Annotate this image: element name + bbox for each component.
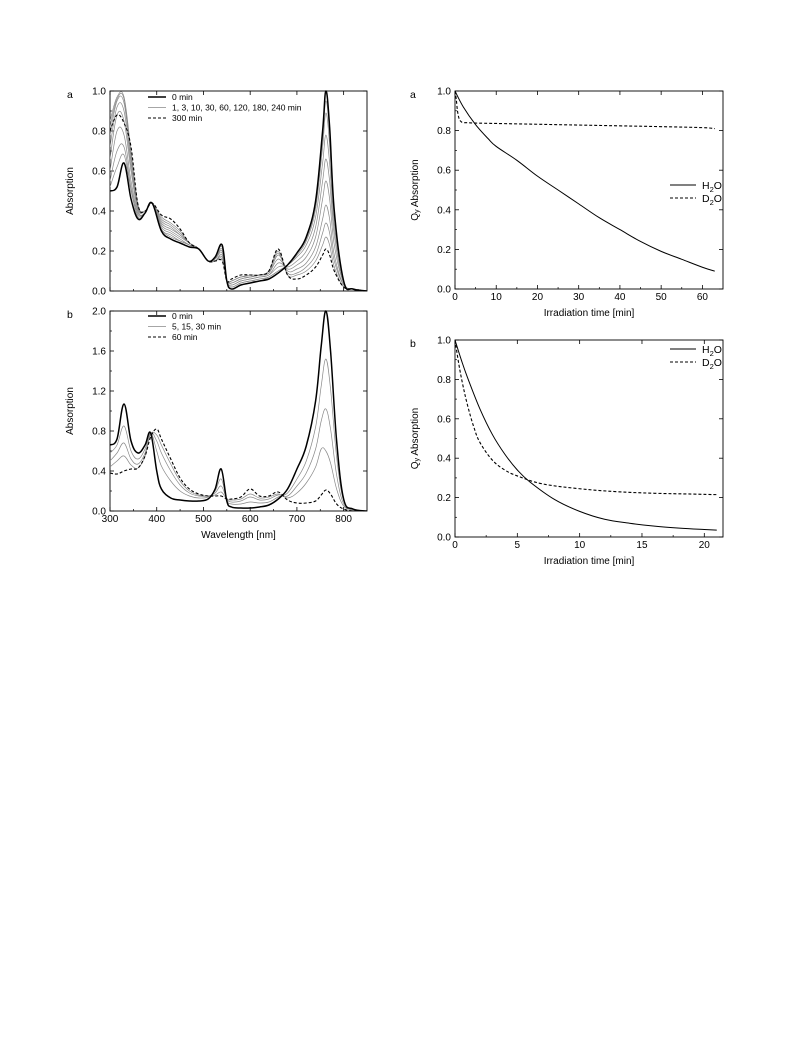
series-group (455, 90, 715, 272)
x-tick-label: 50 (656, 292, 668, 303)
x-tick-label: 0 (452, 540, 458, 551)
series-group (455, 339, 717, 531)
y-tick-label: 0.0 (437, 285, 451, 296)
y-tick-label: 1.0 (437, 87, 451, 98)
y-tick-label: 2.0 (92, 307, 106, 318)
series-line (110, 110, 367, 291)
legend-label: 5, 15, 30 min (172, 322, 221, 332)
y-axis-label: Absorption (65, 387, 76, 435)
y-tick-label: 0.8 (437, 375, 451, 386)
x-tick-label: 60 (697, 292, 709, 303)
panel-label: b (67, 309, 73, 321)
y-tick-label: 0.0 (437, 533, 451, 544)
y-tick-label: 0.6 (437, 414, 451, 425)
panel-label: b (410, 338, 416, 350)
x-tick-label: 600 (242, 514, 259, 525)
y-tick-label: 0.8 (92, 427, 106, 438)
y-tick-label: 0.8 (92, 127, 106, 138)
spectra-panel-b: b 300 400 500 600 700 800 0.0 0.4 0.8 1.2 1.6 2.0 Abs… (65, 307, 368, 541)
x-tick-label: 20 (699, 540, 711, 551)
x-tick-label: 20 (532, 292, 544, 303)
x-tick-label: 40 (614, 292, 626, 303)
x-axis-label: Irradiation time [min] (544, 308, 635, 319)
y-tick-label: 0.2 (437, 493, 451, 504)
y-axis-label: Absorption (65, 167, 76, 215)
panel-label: a (67, 89, 73, 101)
y-tick-label: 1.0 (437, 336, 451, 347)
y-tick-label: 0.6 (92, 167, 106, 178)
kinetics-panel-a: a 0 10 20 30 40 50 60 0.0 0.2 0.4 0.6 0.8 1.0 Qy Absor… (410, 87, 724, 319)
series-line (110, 126, 367, 291)
y-tick-label: 1.6 (92, 347, 106, 358)
series-line (110, 112, 367, 291)
series-group (110, 310, 367, 511)
x-axis-label: Irradiation time [min] (544, 556, 635, 567)
x-tick-label: 15 (636, 540, 648, 551)
y-tick-label: 0.4 (92, 207, 106, 218)
y-tick-label: 0.0 (92, 287, 106, 298)
series-line (455, 339, 717, 531)
kinetics-panel-b: b 0 5 10 15 20 0.0 0.2 0.4 0.6 0.8 1.0 Qy Absorption… (410, 336, 724, 567)
legend-label: 60 min (172, 332, 198, 342)
plot-frame (109, 310, 368, 512)
y-tick-label: 0.8 (437, 126, 451, 137)
x-tick-label: 800 (335, 514, 352, 525)
y-tick-label: 1.0 (92, 87, 106, 98)
x-tick-label: 300 (102, 514, 119, 525)
series-line (110, 358, 367, 511)
series-line (110, 408, 367, 511)
y-tick-label: 0.2 (437, 245, 451, 256)
y-tick-label: 1.2 (92, 387, 106, 398)
series-line (110, 114, 367, 291)
x-tick-label: 700 (289, 514, 306, 525)
y-tick-label: 0.0 (92, 507, 106, 518)
legend-label: 300 min (172, 113, 203, 123)
series-line (455, 90, 715, 272)
y-axis-label: Qy Absorption (410, 159, 421, 220)
x-tick-label: 5 (515, 540, 521, 551)
x-tick-label: 500 (195, 514, 212, 525)
y-tick-label: 0.4 (437, 454, 451, 465)
series-line (110, 310, 367, 511)
legend-label: 0 min (172, 311, 193, 321)
series-line (455, 90, 715, 130)
x-tick-label: 30 (573, 292, 585, 303)
x-axis-label: Wavelength [nm] (201, 530, 276, 541)
y-tick-label: 0.6 (437, 166, 451, 177)
series-line (110, 95, 367, 291)
x-tick-label: 10 (491, 292, 503, 303)
y-axis-label: Qy Absorption (410, 408, 421, 469)
y-tick-label: 0.4 (437, 205, 451, 216)
series-line (455, 339, 717, 496)
legend-label: 1, 3, 10, 30, 60, 120, 180, 240 min (172, 103, 302, 113)
series-group (110, 90, 367, 291)
x-tick-label: 10 (574, 540, 586, 551)
y-tick-label: 0.2 (92, 247, 106, 258)
series-line (110, 90, 367, 291)
y-tick-label: 0.4 (92, 467, 106, 478)
legend-label: H2O (702, 344, 722, 358)
panel-label: a (410, 89, 416, 101)
x-tick-label: 400 (148, 514, 165, 525)
legend-label: 0 min (172, 92, 193, 102)
legend-label: H2O (702, 180, 722, 194)
x-tick-label: 0 (452, 292, 458, 303)
legend-label: D2O (702, 193, 722, 207)
legend-label: D2O (702, 357, 722, 371)
